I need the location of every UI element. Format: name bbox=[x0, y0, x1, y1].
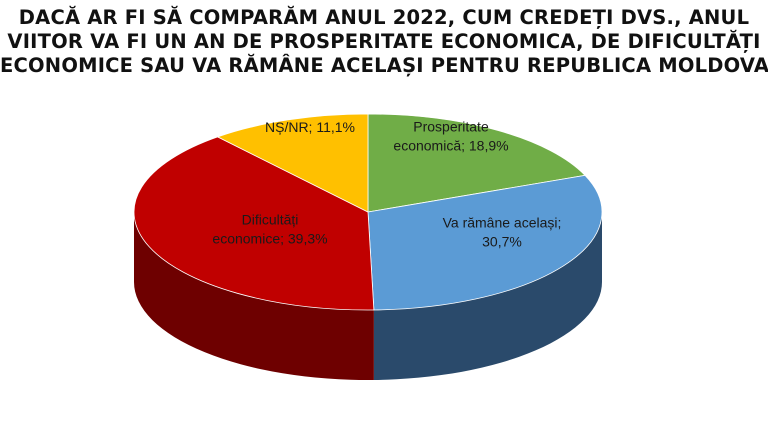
pie-top bbox=[133, 113, 603, 311]
pie-slice-dificultati bbox=[133, 136, 375, 311]
pie-label-nsnr-line-1: NȘ/NR; 11,1% bbox=[265, 119, 355, 135]
pie-label-acelasi-line-1: Va rămâne același; bbox=[443, 215, 562, 231]
pie-label-nsnr: NȘ/NR; 11,1% bbox=[265, 119, 355, 135]
pie-slice-nsnr bbox=[216, 113, 369, 213]
pie-label-dificultati-line-2: economice; 39,3% bbox=[212, 231, 327, 247]
pie-label-dificultati-line-1: Dificultăți bbox=[242, 212, 299, 228]
pie-label-acelasi-line-2: 30,7% bbox=[482, 234, 522, 250]
chart-title-line-3: ECONOMICE SAU VA RĂMÂNE ACELAȘI PENTRU R… bbox=[0, 54, 768, 77]
pie-label-acelasi: Va rămâne același; 30,7% bbox=[443, 215, 562, 250]
pie-side-dificultati bbox=[134, 212, 374, 380]
chart-title: DACĂ AR FI SĂ COMPARĂM ANUL 2022, CUM CR… bbox=[0, 6, 768, 78]
pie-side-acelasi bbox=[373, 212, 602, 380]
chart-title-line-1: DACĂ AR FI SĂ COMPARĂM ANUL 2022, CUM CR… bbox=[18, 6, 750, 29]
pie-slice-prosperitate bbox=[367, 113, 586, 213]
pie-side-walls bbox=[134, 212, 602, 380]
pie-label-prosperitate: Prosperitate economică; 18,9% bbox=[393, 119, 508, 154]
pie-label-prosperitate-line-1: Prosperitate bbox=[413, 119, 489, 135]
pie-slice-acelasi bbox=[367, 174, 603, 311]
pie-label-dificultati: Dificultăți economice; 39,3% bbox=[212, 212, 327, 247]
pie-label-prosperitate-line-2: economică; 18,9% bbox=[393, 138, 508, 154]
chart-title-line-2: VIITOR VA FI UN AN DE PROSPERITATE ECONO… bbox=[7, 30, 761, 53]
